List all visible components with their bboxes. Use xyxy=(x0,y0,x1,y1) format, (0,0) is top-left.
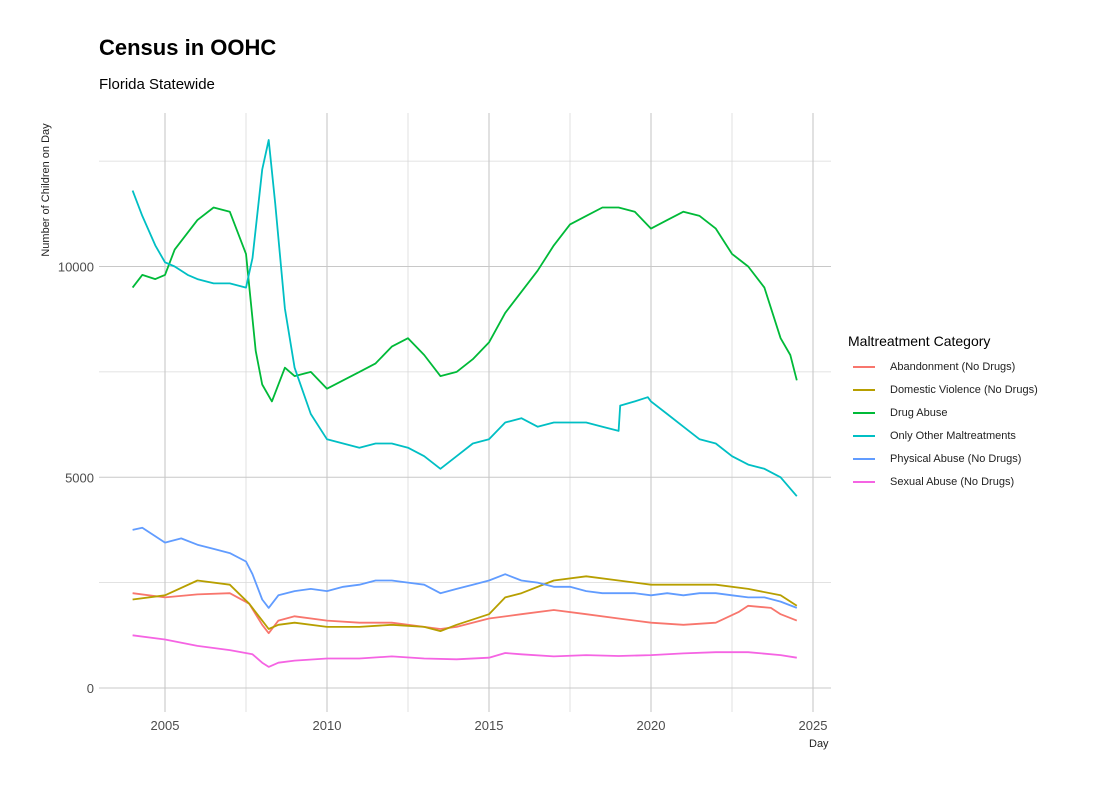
legend-item-sexual-abuse-no-drugs: Sexual Abuse (No Drugs) xyxy=(848,470,1038,493)
x-tick-label: 2010 xyxy=(313,718,342,733)
series-line-domestic-violence-no-drugs xyxy=(132,575,798,632)
legend-swatch xyxy=(853,480,875,483)
chart-subtitle: Florida Statewide xyxy=(99,76,215,93)
series-line-drug-abuse xyxy=(131,206,798,403)
x-axis-label: Day xyxy=(809,738,829,750)
legend-swatch xyxy=(853,457,875,460)
series-line-physical-abuse-no-drugs xyxy=(132,526,798,609)
chart-title: Census in OOHC xyxy=(99,35,277,60)
legend-label: Sexual Abuse (No Drugs) xyxy=(890,475,1015,488)
series-line-sexual-abuse-no-drugs xyxy=(132,634,797,668)
legend-title: Maltreatment Category xyxy=(848,333,991,349)
series-line-abandonment-no-drugs xyxy=(132,592,798,635)
y-tick-label: 10000 xyxy=(58,260,94,275)
x-tick-label: 2020 xyxy=(637,718,666,733)
legend-items: Abandonment (No Drugs) Domestic Violence … xyxy=(848,355,1038,493)
legend-swatch xyxy=(853,411,875,414)
x-tick-label: 2005 xyxy=(151,718,180,733)
y-tick-label: 0 xyxy=(87,681,94,696)
legend-item-only-other-maltreatments: Only Other Maltreatments xyxy=(848,424,1038,447)
legend-label: Domestic Violence (No Drugs) xyxy=(890,383,1038,396)
series-line-only-other-maltreatments xyxy=(131,139,798,497)
legend-swatch xyxy=(853,388,875,391)
legend-item-domestic-violence-no-drugs: Domestic Violence (No Drugs) xyxy=(848,378,1038,401)
legend-item-drug-abuse: Drug Abuse xyxy=(848,401,1038,424)
x-tick-label: 2025 xyxy=(799,718,828,733)
legend-label: Drug Abuse xyxy=(890,406,948,419)
legend-label: Only Other Maltreatments xyxy=(890,429,1016,442)
legend: Maltreatment Category Abandonment (No Dr… xyxy=(848,333,1038,493)
x-tick-label: 2015 xyxy=(475,718,504,733)
y-tick-label: 5000 xyxy=(65,470,94,485)
legend-item-abandonment-no-drugs: Abandonment (No Drugs) xyxy=(848,355,1038,378)
legend-label: Abandonment (No Drugs) xyxy=(890,360,1016,373)
legend-item-physical-abuse-no-drugs: Physical Abuse (No Drugs) xyxy=(848,447,1038,470)
legend-label: Physical Abuse (No Drugs) xyxy=(890,452,1022,465)
legend-swatch xyxy=(853,365,875,368)
legend-swatch xyxy=(853,434,875,437)
